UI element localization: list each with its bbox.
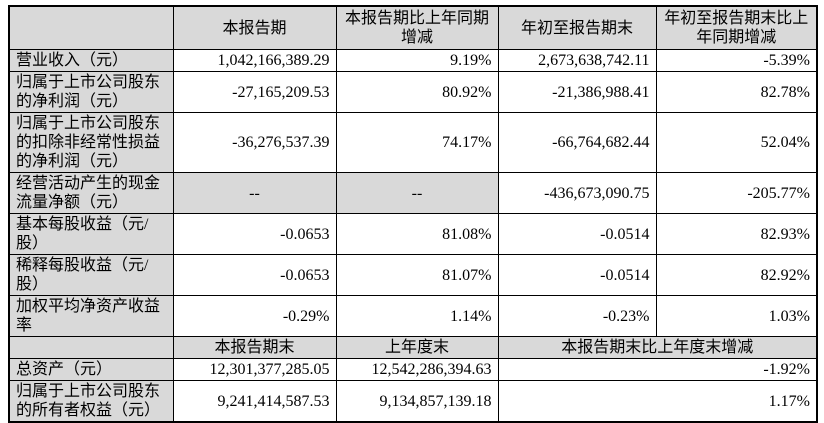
value-cell: 2,673,638,742.11: [497, 49, 657, 72]
value-cell: 82.78%: [655, 71, 818, 113]
header-year-to-date-yoy-change: 年初至报告期末比上年同期增减: [655, 5, 818, 50]
header-current-period: 本报告期: [172, 5, 337, 50]
value-cell: 52.04%: [655, 112, 818, 173]
value-cell: 9.19%: [335, 49, 499, 72]
value-cell: 1,042,166,389.29: [172, 49, 337, 72]
row-label: 经营活动产生的现金流量净额（元）: [8, 172, 174, 214]
value-cell: 74.17%: [335, 112, 499, 173]
value-cell: 81.07%: [335, 254, 499, 296]
value-cell-na: --: [172, 172, 337, 214]
value-cell: -66,764,682.44: [497, 112, 657, 173]
value-cell: 1.14%: [335, 295, 499, 337]
table-row-weighted-roe: 加权平均净资产收益率 -0.29% 1.14% -0.23% 1.03%: [8, 295, 818, 337]
header-current-period-yoy-change: 本报告期比上年同期增减: [335, 5, 499, 50]
value-cell: -0.23%: [497, 295, 657, 337]
period-header-row: 本报告期 本报告期比上年同期增减 年初至报告期末 年初至报告期末比上年同期增减: [8, 5, 818, 50]
table-row-net-profit: 归属于上市公司股东的净利润（元） -27,165,209.53 80.92% -…: [8, 71, 818, 113]
value-cell-na: --: [335, 172, 499, 214]
value-cell: -0.0514: [497, 213, 657, 255]
row-label: 基本每股收益（元/股）: [8, 213, 174, 255]
row-label: 加权平均净资产收益率: [8, 295, 174, 337]
value-cell: -436,673,090.75: [497, 172, 657, 214]
row-label: 总资产（元）: [8, 358, 174, 381]
value-cell: 12,542,286,394.63: [335, 358, 499, 381]
table-row-operating-cash-flow: 经营活动产生的现金流量净额（元） -- -- -436,673,090.75 -…: [8, 172, 818, 214]
value-cell: -0.0514: [497, 254, 657, 296]
table-row-total-assets: 总资产（元） 12,301,377,285.05 12,542,286,394.…: [8, 358, 818, 381]
period-end-header-row: 本报告期末 上年度末 本报告期末比上年度末增减: [8, 336, 818, 359]
table-row-operating-revenue: 营业收入（元） 1,042,166,389.29 9.19% 2,673,638…: [8, 49, 818, 72]
header-end-of-last-year: 上年度末: [335, 336, 499, 359]
header-end-of-period: 本报告期末: [172, 336, 337, 359]
value-cell: -0.0653: [172, 213, 337, 255]
header-year-to-date: 年初至报告期末: [497, 5, 657, 50]
value-cell: 82.93%: [655, 213, 818, 255]
value-cell: 9,241,414,587.53: [172, 380, 337, 423]
value-cell: -205.77%: [655, 172, 818, 214]
value-cell: -0.29%: [172, 295, 337, 337]
value-cell: 12,301,377,285.05: [172, 358, 337, 381]
table-row-basic-eps: 基本每股收益（元/股） -0.0653 81.08% -0.0514 82.93…: [8, 213, 818, 255]
value-cell: -0.0653: [172, 254, 337, 296]
value-cell: 80.92%: [335, 71, 499, 113]
table-row-net-profit-excl-nonrecurring: 归属于上市公司股东的扣除非经常性损益的净利润（元） -36,276,537.39…: [8, 112, 818, 173]
value-cell: 81.08%: [335, 213, 499, 255]
header-period-end-change: 本报告期末比上年度末增减: [497, 336, 818, 359]
row-label: 归属于上市公司股东的净利润（元）: [8, 71, 174, 113]
value-cell: 1.03%: [655, 295, 818, 337]
financial-summary-table: 本报告期 本报告期比上年同期增减 年初至报告期末 年初至报告期末比上年同期增减 …: [8, 5, 818, 423]
row-label: 营业收入（元）: [8, 49, 174, 72]
value-cell: -21,386,988.41: [497, 71, 657, 113]
value-cell: -5.39%: [655, 49, 818, 72]
value-cell: -27,165,209.53: [172, 71, 337, 113]
value-cell: 82.92%: [655, 254, 818, 296]
value-cell: 1.17%: [497, 380, 818, 423]
row-label: 稀释每股收益（元/股）: [8, 254, 174, 296]
row-label: 归属于上市公司股东的扣除非经常性损益的净利润（元）: [8, 112, 174, 173]
table-row-diluted-eps: 稀释每股收益（元/股） -0.0653 81.07% -0.0514 82.92…: [8, 254, 818, 296]
table-row-owners-equity: 归属于上市公司股东的所有者权益（元） 9,241,414,587.53 9,13…: [8, 380, 818, 423]
value-cell: 9,134,857,139.18: [335, 380, 499, 423]
value-cell: -1.92%: [497, 358, 818, 381]
header-empty-cell: [8, 336, 174, 359]
value-cell: -36,276,537.39: [172, 112, 337, 173]
header-empty-cell: [8, 5, 174, 50]
row-label: 归属于上市公司股东的所有者权益（元）: [8, 380, 174, 423]
